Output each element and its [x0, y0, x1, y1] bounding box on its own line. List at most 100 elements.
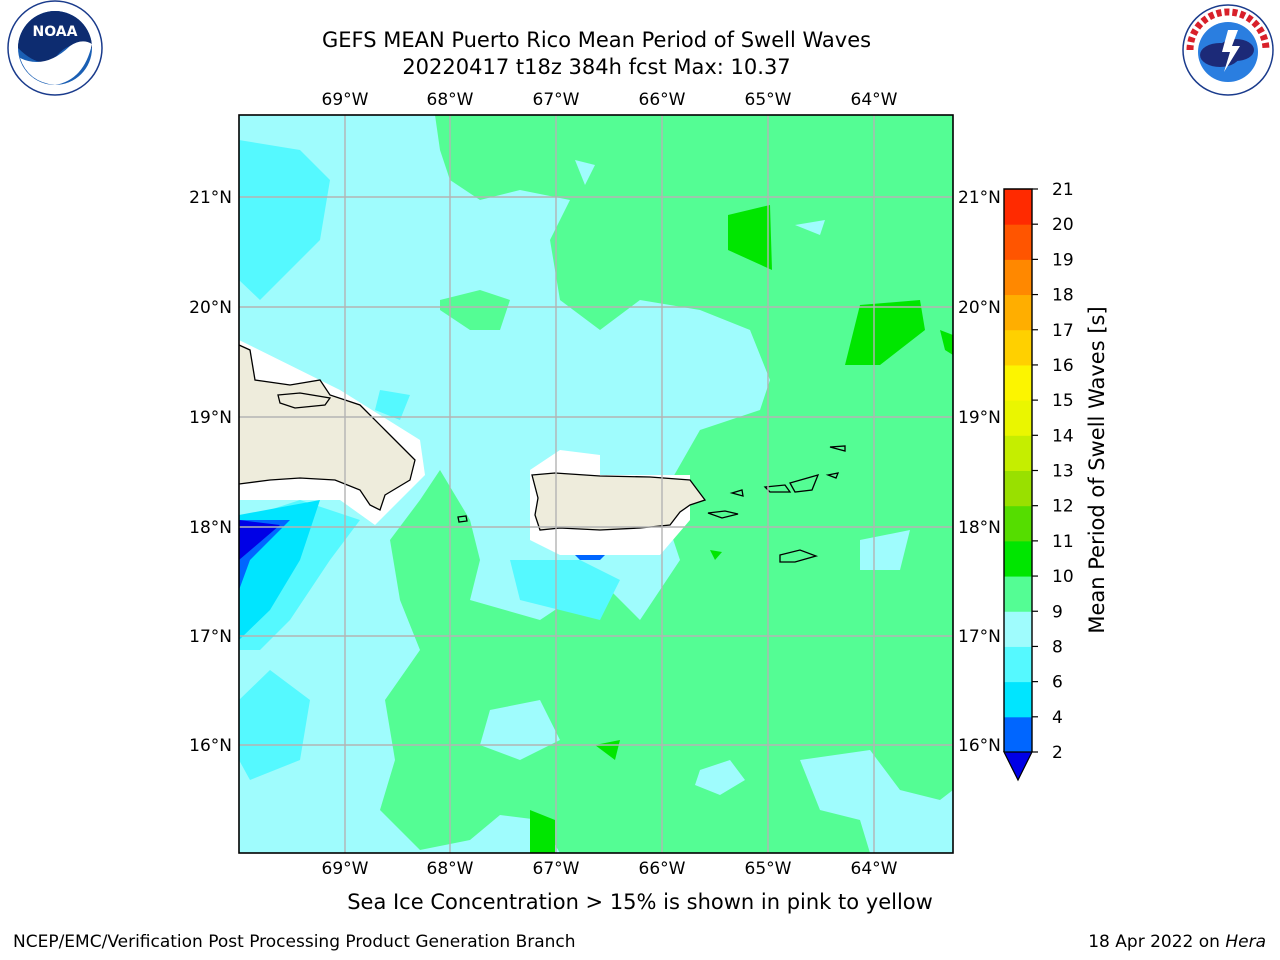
nws-logo — [1182, 4, 1274, 96]
field-period-10-11 — [530, 810, 555, 853]
coastline-bay — [277, 392, 332, 409]
chart-subtitle: 20220417 t18z 384h fcst Max: 10.37 — [402, 55, 791, 79]
coastline-hispaniola — [239, 344, 416, 511]
coastline-st-croix — [779, 549, 819, 563]
land-hispaniola — [239, 345, 415, 510]
colorbar-tick-label: 14 — [1052, 426, 1074, 446]
field-period-10-11 — [710, 550, 722, 560]
field-period-8-9-patch — [795, 220, 825, 235]
field-period-6-8 — [239, 670, 310, 780]
colorbar-segment — [1004, 611, 1032, 647]
field-period-10-11 — [845, 300, 925, 365]
field-period-8-9-patch — [575, 160, 595, 185]
chart-title: GEFS MEAN Puerto Rico Mean Period of Swe… — [321, 28, 872, 52]
coastline-island — [825, 472, 840, 479]
lat-label-left: 16°N — [189, 736, 232, 756]
lat-label-left: 21°N — [189, 188, 232, 208]
lon-label-top: 67°W — [533, 90, 580, 110]
field-period-8-9-patch — [695, 760, 745, 795]
noaa-logo: NOAA — [7, 0, 103, 96]
footer-date: 18 Apr 2022 on Hera — [1088, 932, 1266, 952]
colorbar-tick-label: 13 — [1052, 462, 1074, 482]
colorbar-segment — [1004, 576, 1032, 612]
lon-label-bottom: 69°W — [322, 859, 369, 879]
field-period-0-2 — [239, 520, 280, 560]
lat-label-left: 17°N — [189, 627, 232, 647]
colorbar-tick-label: 10 — [1052, 567, 1074, 587]
colorbar-tick-label: 4 — [1052, 708, 1063, 728]
colorbar-segment — [1004, 681, 1032, 718]
colorbar-segment — [1004, 540, 1032, 577]
lat-label-left: 19°N — [189, 408, 232, 428]
colorbar-segment — [1004, 189, 1032, 225]
field-period-10-11 — [940, 330, 953, 355]
lon-label-bottom: 65°W — [745, 859, 792, 879]
colorbar-tick-label: 12 — [1052, 497, 1074, 517]
colorbar-tick-label: 2 — [1052, 743, 1063, 763]
colorbar-tick-label: 17 — [1052, 321, 1074, 341]
field-period-6-8 — [375, 390, 410, 420]
colorbar-tick-label: 11 — [1052, 532, 1074, 552]
colorbar-segment — [1004, 505, 1032, 542]
colorbar-tick-label: 8 — [1052, 637, 1063, 657]
lon-label-bottom: 67°W — [533, 859, 580, 879]
colorbar-tick-label: 9 — [1052, 602, 1063, 622]
lon-label-top: 64°W — [851, 90, 898, 110]
colorbar-segment — [1004, 364, 1032, 401]
lat-label-right: 18°N — [958, 518, 1001, 538]
colorbar-segment — [1004, 329, 1032, 366]
lon-label-top: 69°W — [322, 90, 369, 110]
coastline-vieques — [707, 510, 739, 519]
colorbar-segment — [1004, 716, 1032, 753]
colorbar-tick-label: 16 — [1052, 356, 1074, 376]
lon-label-bottom: 66°W — [639, 859, 686, 879]
lon-label-top: 65°W — [745, 90, 792, 110]
colorbar-tick-label: 15 — [1052, 391, 1074, 411]
lat-label-left: 18°N — [189, 518, 232, 538]
map-frame — [238, 114, 954, 854]
coastline-puerto-rico — [531, 472, 707, 531]
lon-label-top: 66°W — [639, 90, 686, 110]
colorbar-segment — [1004, 400, 1032, 436]
field-period-8-9-patch — [860, 530, 910, 570]
colorbar-tick-label: 18 — [1052, 286, 1074, 306]
lon-label-bottom: 68°W — [427, 859, 474, 879]
colorbar-tick-label: 19 — [1052, 250, 1074, 270]
field-period-10-11 — [728, 205, 772, 270]
coastline-anegada — [829, 445, 846, 452]
colorbar-tick-label: 20 — [1052, 215, 1074, 235]
colorbar-segment — [1004, 435, 1032, 471]
field-period-8-9-patch — [800, 750, 953, 853]
lat-label-right: 16°N — [958, 736, 1001, 756]
field-period-9-10 — [380, 115, 953, 853]
noaa-logo-text: NOAA — [33, 24, 78, 40]
footer-branch: NCEP/EMC/Verification Post Processing Pr… — [13, 932, 576, 952]
lat-label-right: 17°N — [958, 627, 1001, 647]
colorbar-segment — [1004, 470, 1032, 507]
colorbar-title: Mean Period of Swell Waves [s] — [1085, 306, 1109, 634]
coastline-mona — [457, 515, 468, 523]
sea-ice-caption: Sea Ice Concentration > 15% is shown in … — [347, 890, 933, 914]
field-period-6-8 — [239, 140, 330, 300]
footer-machine: Hera — [1225, 932, 1266, 952]
lon-label-top: 68°W — [427, 90, 474, 110]
colorbar-segment — [1004, 259, 1032, 296]
lat-label-left: 20°N — [189, 298, 232, 318]
colorbar-tick-label: 21 — [1052, 180, 1074, 200]
map-field — [239, 115, 953, 853]
colorbar-segment — [1004, 294, 1032, 331]
field-period-9-10-patch — [440, 290, 510, 330]
lat-label-right: 19°N — [958, 408, 1001, 428]
footer-date-text: 18 Apr 2022 on — [1088, 932, 1226, 952]
lat-label-right: 20°N — [958, 298, 1001, 318]
colorbar-segment — [1004, 646, 1032, 683]
lat-label-right: 21°N — [958, 188, 1001, 208]
coastline-culebra — [729, 489, 744, 497]
colorbar-extend-arrow — [1003, 751, 1033, 782]
lon-label-bottom: 64°W — [851, 859, 898, 879]
colorbar-tick-label: 6 — [1052, 673, 1063, 693]
field-period-6-8 — [510, 560, 620, 620]
coastline-virgin-islands — [789, 474, 820, 493]
colorbar-segment — [1004, 224, 1032, 260]
